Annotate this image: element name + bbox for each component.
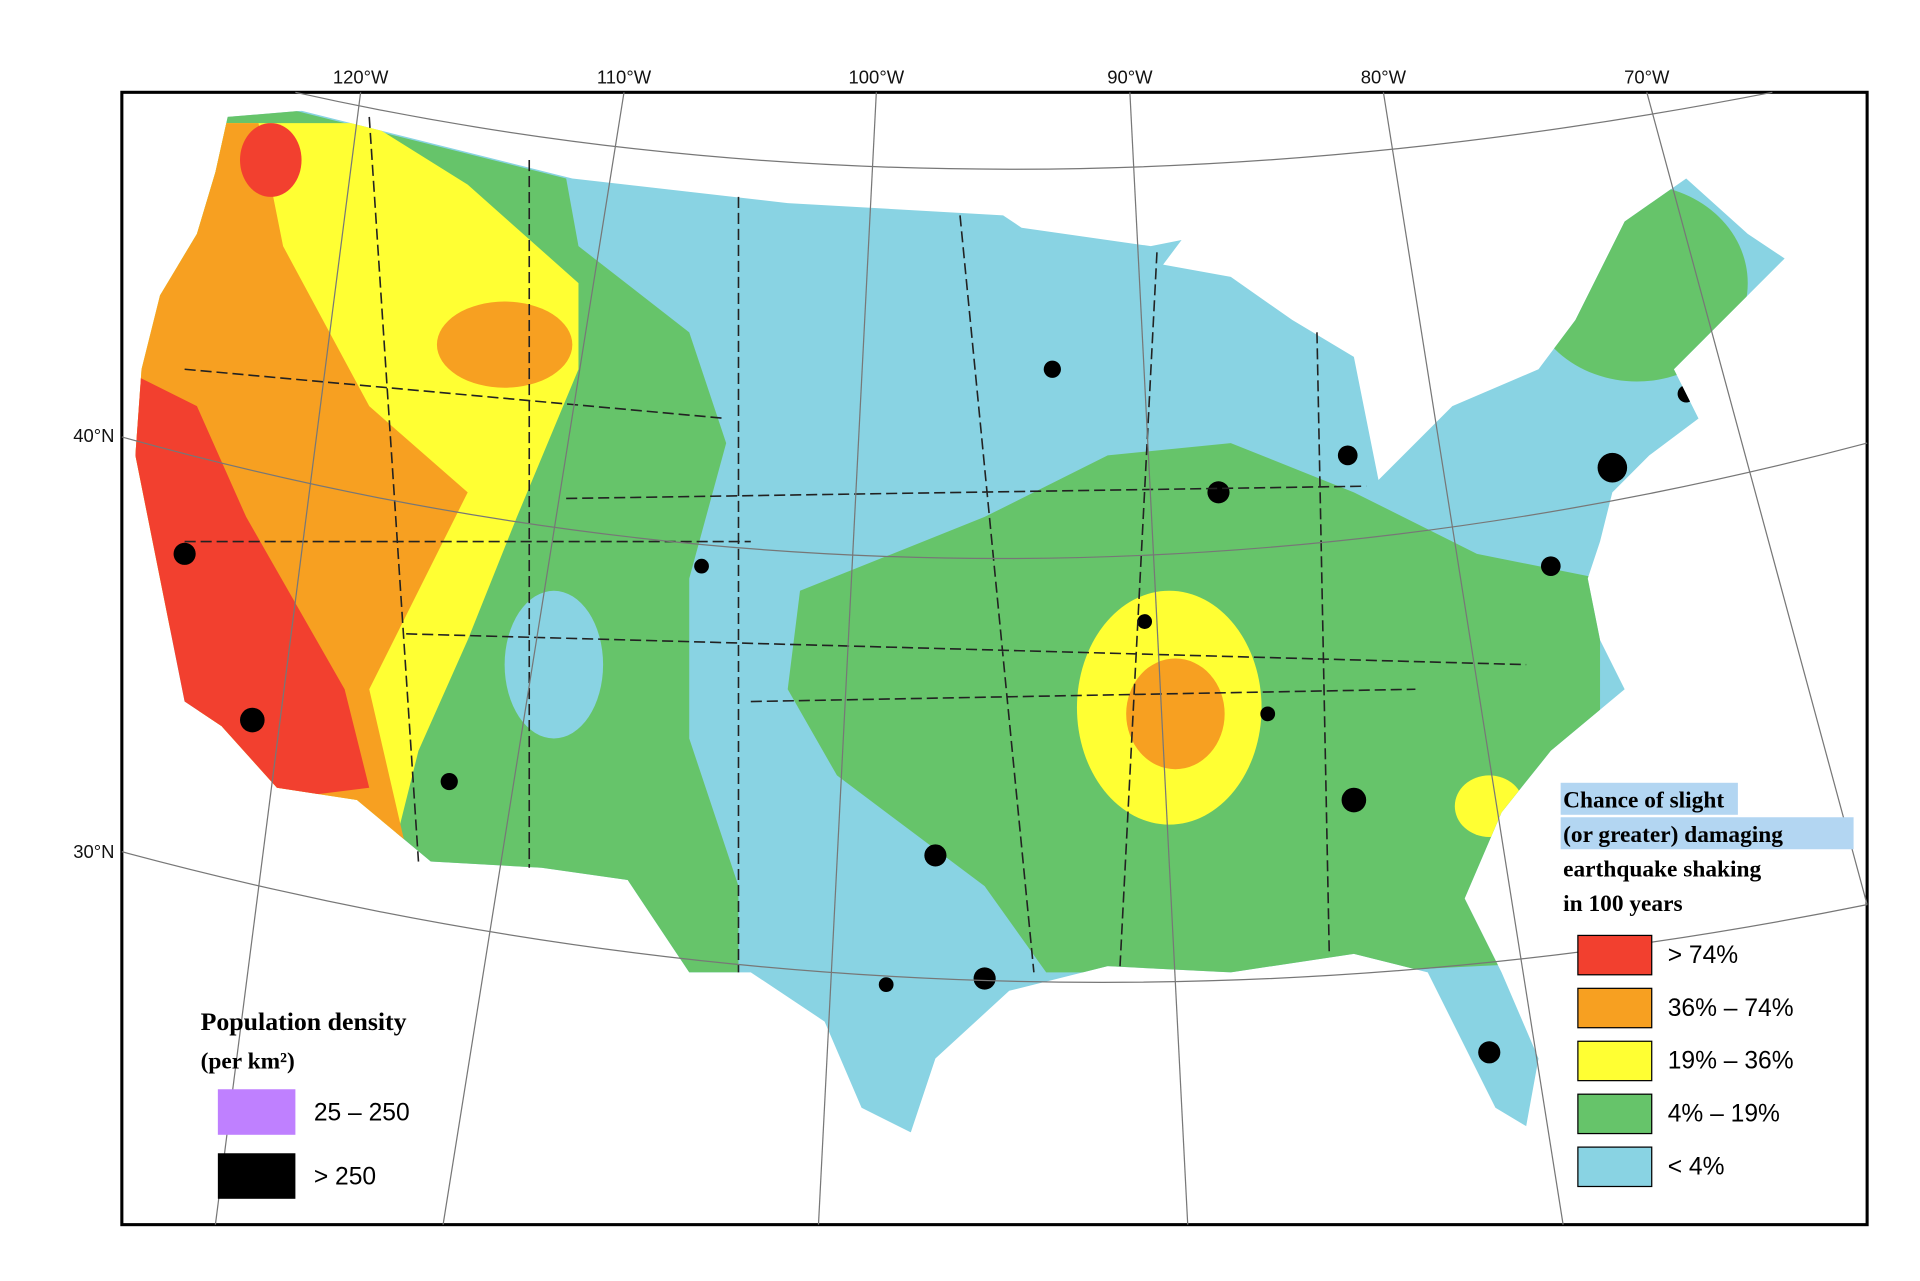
legend-swatch xyxy=(217,1089,296,1135)
parallel-label: 40°N xyxy=(73,425,114,446)
shaking-legend: Chance of slight (or greater) damaging ear… xyxy=(1560,782,1854,1188)
parallel xyxy=(121,436,1868,560)
zone-severe xyxy=(135,369,370,801)
legend-title-line: Chance of slight xyxy=(1563,787,1724,813)
meridian-label: 90°W xyxy=(1107,67,1153,88)
legend-swatch xyxy=(1577,934,1653,976)
cities xyxy=(173,360,1695,1064)
zone-very-high xyxy=(436,301,573,388)
graticule xyxy=(121,91,1868,1225)
legend-swatch xyxy=(1577,1093,1653,1135)
state-borders xyxy=(184,116,1527,973)
meridian xyxy=(817,92,877,1225)
meridian xyxy=(1382,92,1564,1225)
meridian-label: 110°W xyxy=(597,67,652,88)
meridian xyxy=(1129,92,1189,1225)
zone-very-high xyxy=(1126,658,1225,770)
meridian xyxy=(1646,92,1868,905)
title-highlight xyxy=(1560,782,1738,815)
legend-label: < 4% xyxy=(1668,1154,1725,1181)
parallel-label: 30°N xyxy=(73,841,114,862)
legend-subtitle: (per km²) xyxy=(201,1048,295,1074)
legend-label: 19% – 36% xyxy=(1668,1048,1794,1075)
meridian xyxy=(214,92,362,1225)
legend-swatch xyxy=(1577,987,1653,1029)
meridian xyxy=(442,92,625,1225)
legend-label: > 250 xyxy=(314,1163,376,1190)
meridian-label: 80°W xyxy=(1361,67,1407,88)
legend-label: 25 – 250 xyxy=(314,1099,410,1126)
legend-swatch xyxy=(1577,1040,1653,1082)
legend-swatch xyxy=(1577,1146,1653,1188)
legend-label: 36% – 74% xyxy=(1668,995,1794,1022)
meridian-label: 120°W xyxy=(333,67,389,88)
legend-label: 4% – 19% xyxy=(1668,1101,1780,1128)
map-content: 120°W 110°W 100°W 90°W 80°W 70°W 40°N 30… xyxy=(73,67,1869,1227)
zone-low xyxy=(504,590,604,739)
meridian-label: 100°W xyxy=(849,67,905,88)
legend-label: > 74% xyxy=(1668,942,1738,969)
graticule-labels: 120°W 110°W 100°W 90°W 80°W 70°W 40°N 30… xyxy=(73,67,1670,862)
title-highlight xyxy=(1560,817,1854,850)
legend-title: Population density xyxy=(201,1007,407,1036)
population-legend: Population density (per km²) 25 – 250 > 2… xyxy=(201,1007,410,1199)
meridian-label: 70°W xyxy=(1624,67,1670,88)
legend-title-line: earthquake shaking xyxy=(1563,856,1761,882)
legend-title-line: in 100 years xyxy=(1563,891,1682,917)
legend-title-line: (or greater) damaging xyxy=(1563,822,1783,848)
parallel xyxy=(295,91,1773,170)
zone-severe xyxy=(240,123,302,197)
legend-swatch xyxy=(217,1153,296,1199)
